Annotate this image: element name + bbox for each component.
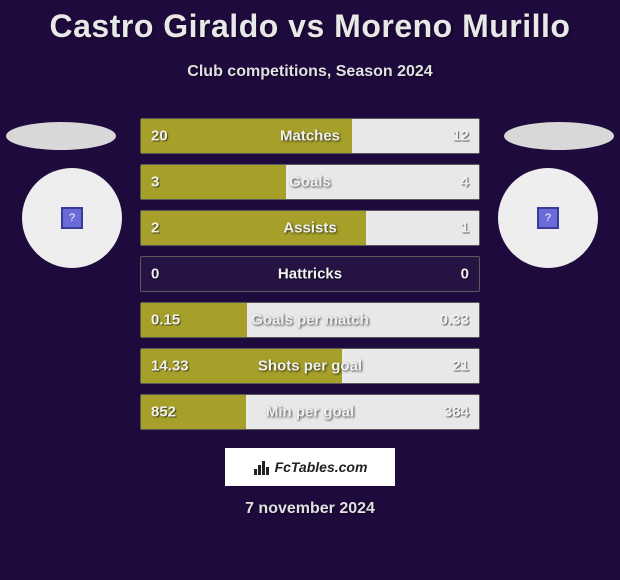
stat-row: 2 1 Assists [140,210,480,246]
value-left: 20 [151,128,168,145]
value-left: 852 [151,404,176,421]
stat-row: 852 384 Min per goal [140,394,480,430]
value-left: 0 [151,266,159,283]
stat-row: 0.15 0.33 Goals per match [140,302,480,338]
stat-label: Matches [280,128,340,145]
value-right: 21 [452,358,469,375]
value-right: 4 [461,174,469,191]
brand-text: FcTables.com [275,459,368,475]
stat-row: 3 4 Goals [140,164,480,200]
brand-bars-icon [253,458,271,476]
stat-row: 20 12 Matches [140,118,480,154]
value-right: 0 [461,266,469,283]
stat-label: Shots per goal [258,358,362,375]
page-title: Castro Giraldo vs Moreno Murillo [0,0,620,45]
value-left: 3 [151,174,159,191]
footer-date: 7 november 2024 [245,500,375,518]
brand-badge: FcTables.com [225,448,395,486]
stat-label: Goals [289,174,331,191]
page-subtitle: Club competitions, Season 2024 [0,63,620,81]
value-left: 14.33 [151,358,189,375]
value-left: 0.15 [151,312,180,329]
value-left: 2 [151,220,159,237]
value-right: 0.33 [440,312,469,329]
stat-row: 0 0 Hattricks [140,256,480,292]
bar-left [141,165,286,199]
stat-label: Hattricks [278,266,342,283]
value-right: 384 [444,404,469,421]
value-right: 1 [461,220,469,237]
stat-label: Min per goal [266,404,354,421]
stat-row: 14.33 21 Shots per goal [140,348,480,384]
stat-label: Goals per match [251,312,369,329]
comparison-chart: 2012Matches34Goals21Assists00Hattricks0.… [0,118,620,440]
value-right: 12 [452,128,469,145]
stat-label: Assists [283,220,336,237]
